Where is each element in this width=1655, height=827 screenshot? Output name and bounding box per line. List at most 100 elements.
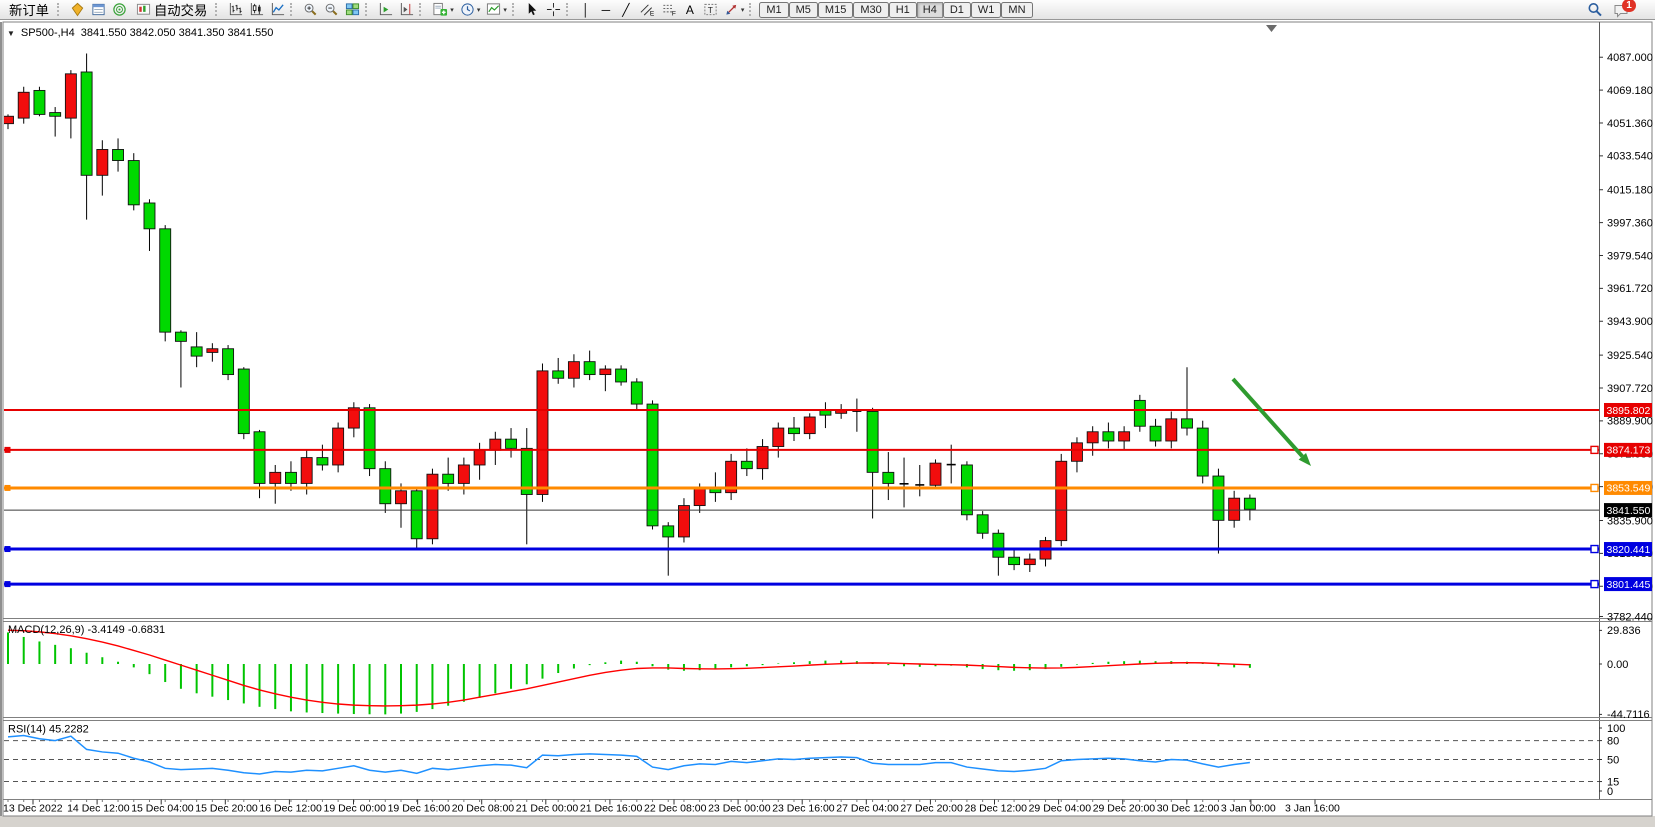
timeframe-h4-button[interactable]: H4	[916, 1, 943, 18]
strategy-tester-button[interactable]	[109, 1, 130, 19]
vertical-line-icon: │	[582, 2, 590, 17]
indicators-add-icon	[433, 2, 448, 16]
shapes-button[interactable]: ▾	[721, 1, 748, 19]
cursor-icon	[528, 2, 537, 16]
chart-title: ▼ SP500-,H4 3841.550 3842.050 3841.350 3…	[7, 27, 273, 39]
svg-text:3841.550: 3841.550	[1607, 505, 1651, 517]
svg-text:28 Dec 12:00: 28 Dec 12:00	[965, 803, 1028, 815]
svg-text:4015.180: 4015.180	[1607, 185, 1653, 197]
pane-splitter[interactable]	[3, 618, 1652, 622]
horizontal-lines[interactable]	[4, 408, 1599, 589]
timeframe-m5-button[interactable]: M5	[788, 1, 818, 18]
toolbar-grip	[290, 3, 296, 16]
text-label-icon: T	[704, 3, 717, 16]
price-line-labels: 3895.802 3874.173 3853.549 3820.441 3801.445…	[1604, 402, 1652, 592]
crosshair-button[interactable]	[543, 1, 564, 19]
svg-text:80: 80	[1607, 735, 1619, 747]
svg-text:3853.549: 3853.549	[1607, 483, 1651, 495]
timeframe-m1-button[interactable]: M1	[759, 1, 789, 18]
zoom-in-icon	[304, 3, 317, 16]
candles-layer	[4, 53, 1256, 576]
svg-text:3835.900: 3835.900	[1607, 515, 1653, 527]
svg-text:50: 50	[1607, 754, 1619, 766]
fibonacci-button[interactable]: F	[658, 1, 680, 19]
time-axis[interactable]: 13 Dec 2022 14 Dec 12:00 15 Dec 04:00 15 De…	[3, 799, 1340, 815]
candlestick-chart-button[interactable]	[246, 1, 267, 19]
timeframe-toolbar: M1 M5 M15 M30 H1 H4 D1 W1 MN	[759, 1, 1033, 18]
toolbar-grip	[565, 3, 572, 16]
timeframe-h1-button[interactable]: H1	[888, 1, 917, 18]
svg-text:-44.7116: -44.7116	[1607, 709, 1650, 721]
svg-text:3820.441: 3820.441	[1607, 544, 1651, 556]
macd-pane: MACD(12,26,9) -3.4149 -0.6831	[7, 624, 1251, 715]
horizontal-line-button[interactable]: ─	[596, 1, 616, 19]
auto-trading-button[interactable]: 自动交易	[130, 1, 213, 19]
bar-chart-button[interactable]	[225, 1, 246, 19]
templates-caret-icon: ▾	[503, 6, 507, 14]
auto-scroll-icon	[380, 2, 393, 16]
vertical-line-button[interactable]: │	[576, 1, 596, 19]
trend-arrow-annotation[interactable]	[1231, 377, 1311, 466]
svg-text:30 Dec 12:00: 30 Dec 12:00	[1157, 803, 1220, 815]
templates-button[interactable]: ▾	[483, 1, 510, 19]
timeframe-m15-button[interactable]: M15	[817, 1, 854, 18]
svg-text:3943.900: 3943.900	[1607, 316, 1653, 328]
chart-window: 4087.000 4069.180 4051.360 4033.540 4015.180…	[0, 20, 1655, 822]
tile-windows-button[interactable]	[342, 1, 363, 19]
svg-text:29 Dec 20:00: 29 Dec 20:00	[1093, 803, 1156, 815]
svg-text:29 Dec 04:00: 29 Dec 04:00	[1029, 803, 1092, 815]
price-axis[interactable]: 4087.000 4069.180 4051.360 4033.540 4015.180…	[1599, 52, 1653, 798]
text-label-button[interactable]: T	[700, 1, 721, 19]
trendline-icon: ╱	[622, 2, 630, 17]
svg-text:19 Dec 00:00: 19 Dec 00:00	[324, 803, 387, 815]
chart-shift-marker[interactable]	[1266, 25, 1277, 32]
svg-text:15 Dec 20:00: 15 Dec 20:00	[195, 803, 258, 815]
notification-badge: 1	[1622, 0, 1636, 12]
svg-text:3895.802: 3895.802	[1607, 405, 1651, 417]
svg-text:4033.540: 4033.540	[1607, 151, 1653, 163]
svg-text:3801.445: 3801.445	[1607, 579, 1651, 591]
svg-text:3 Jan 00:00: 3 Jan 00:00	[1221, 803, 1276, 815]
market-watch-button[interactable]	[67, 1, 88, 19]
timeframe-d1-button[interactable]: D1	[942, 1, 971, 18]
svg-text:4069.180: 4069.180	[1607, 85, 1653, 97]
timeframe-mn-button[interactable]: MN	[1001, 1, 1033, 18]
new-order-button[interactable]: 新订单	[3, 1, 55, 19]
data-window-button[interactable]	[88, 1, 109, 19]
cursor-button[interactable]	[522, 1, 543, 19]
svg-text:21 Dec 16:00: 21 Dec 16:00	[580, 803, 643, 815]
svg-text:16 Dec 12:00: 16 Dec 12:00	[259, 803, 322, 815]
equidistant-channel-button[interactable]: E	[636, 1, 658, 19]
chart-dropdown-icon[interactable]: ▼	[7, 28, 15, 38]
text-icon: A	[685, 2, 694, 17]
macd-label: MACD(12,26,9) -3.4149 -0.6831	[8, 624, 165, 636]
svg-text:4051.360: 4051.360	[1607, 118, 1653, 130]
chart-canvas[interactable]: 4087.000 4069.180 4051.360 4033.540 4015.180…	[0, 20, 1655, 822]
zoom-in-button[interactable]	[300, 1, 321, 19]
line-chart-icon	[272, 2, 285, 16]
search-button[interactable]	[1584, 1, 1606, 19]
svg-text:23 Dec 00:00: 23 Dec 00:00	[708, 803, 771, 815]
timeframe-w1-button[interactable]: W1	[970, 1, 1002, 18]
chart-symbol-period: SP500-,H4	[20, 27, 75, 39]
indicators-button[interactable]: ▾	[429, 1, 457, 19]
market-watch-icon	[71, 2, 84, 17]
svg-text:3782.440: 3782.440	[1607, 611, 1653, 623]
pane-splitter[interactable]	[3, 717, 1652, 721]
svg-text:14 Dec 12:00: 14 Dec 12:00	[67, 803, 130, 815]
horizontal-line-icon: ─	[601, 2, 611, 17]
periods-button[interactable]: ▾	[457, 1, 484, 19]
indicators-caret-icon: ▾	[450, 6, 454, 14]
text-button[interactable]: A	[680, 1, 700, 19]
chat-button[interactable]: 1	[1610, 0, 1646, 19]
auto-scroll-button[interactable]	[375, 1, 396, 19]
timeframe-m30-button[interactable]: M30	[853, 1, 889, 18]
zoom-out-button[interactable]	[321, 1, 342, 19]
svg-text:22 Dec 08:00: 22 Dec 08:00	[644, 803, 707, 815]
toolbar-grip	[511, 3, 518, 16]
chart-shift-button[interactable]	[396, 1, 417, 19]
svg-text:E: E	[650, 11, 655, 17]
trendline-button[interactable]: ╱	[616, 1, 636, 19]
line-chart-button[interactable]	[267, 1, 288, 19]
shapes-caret-icon: ▾	[740, 6, 745, 14]
